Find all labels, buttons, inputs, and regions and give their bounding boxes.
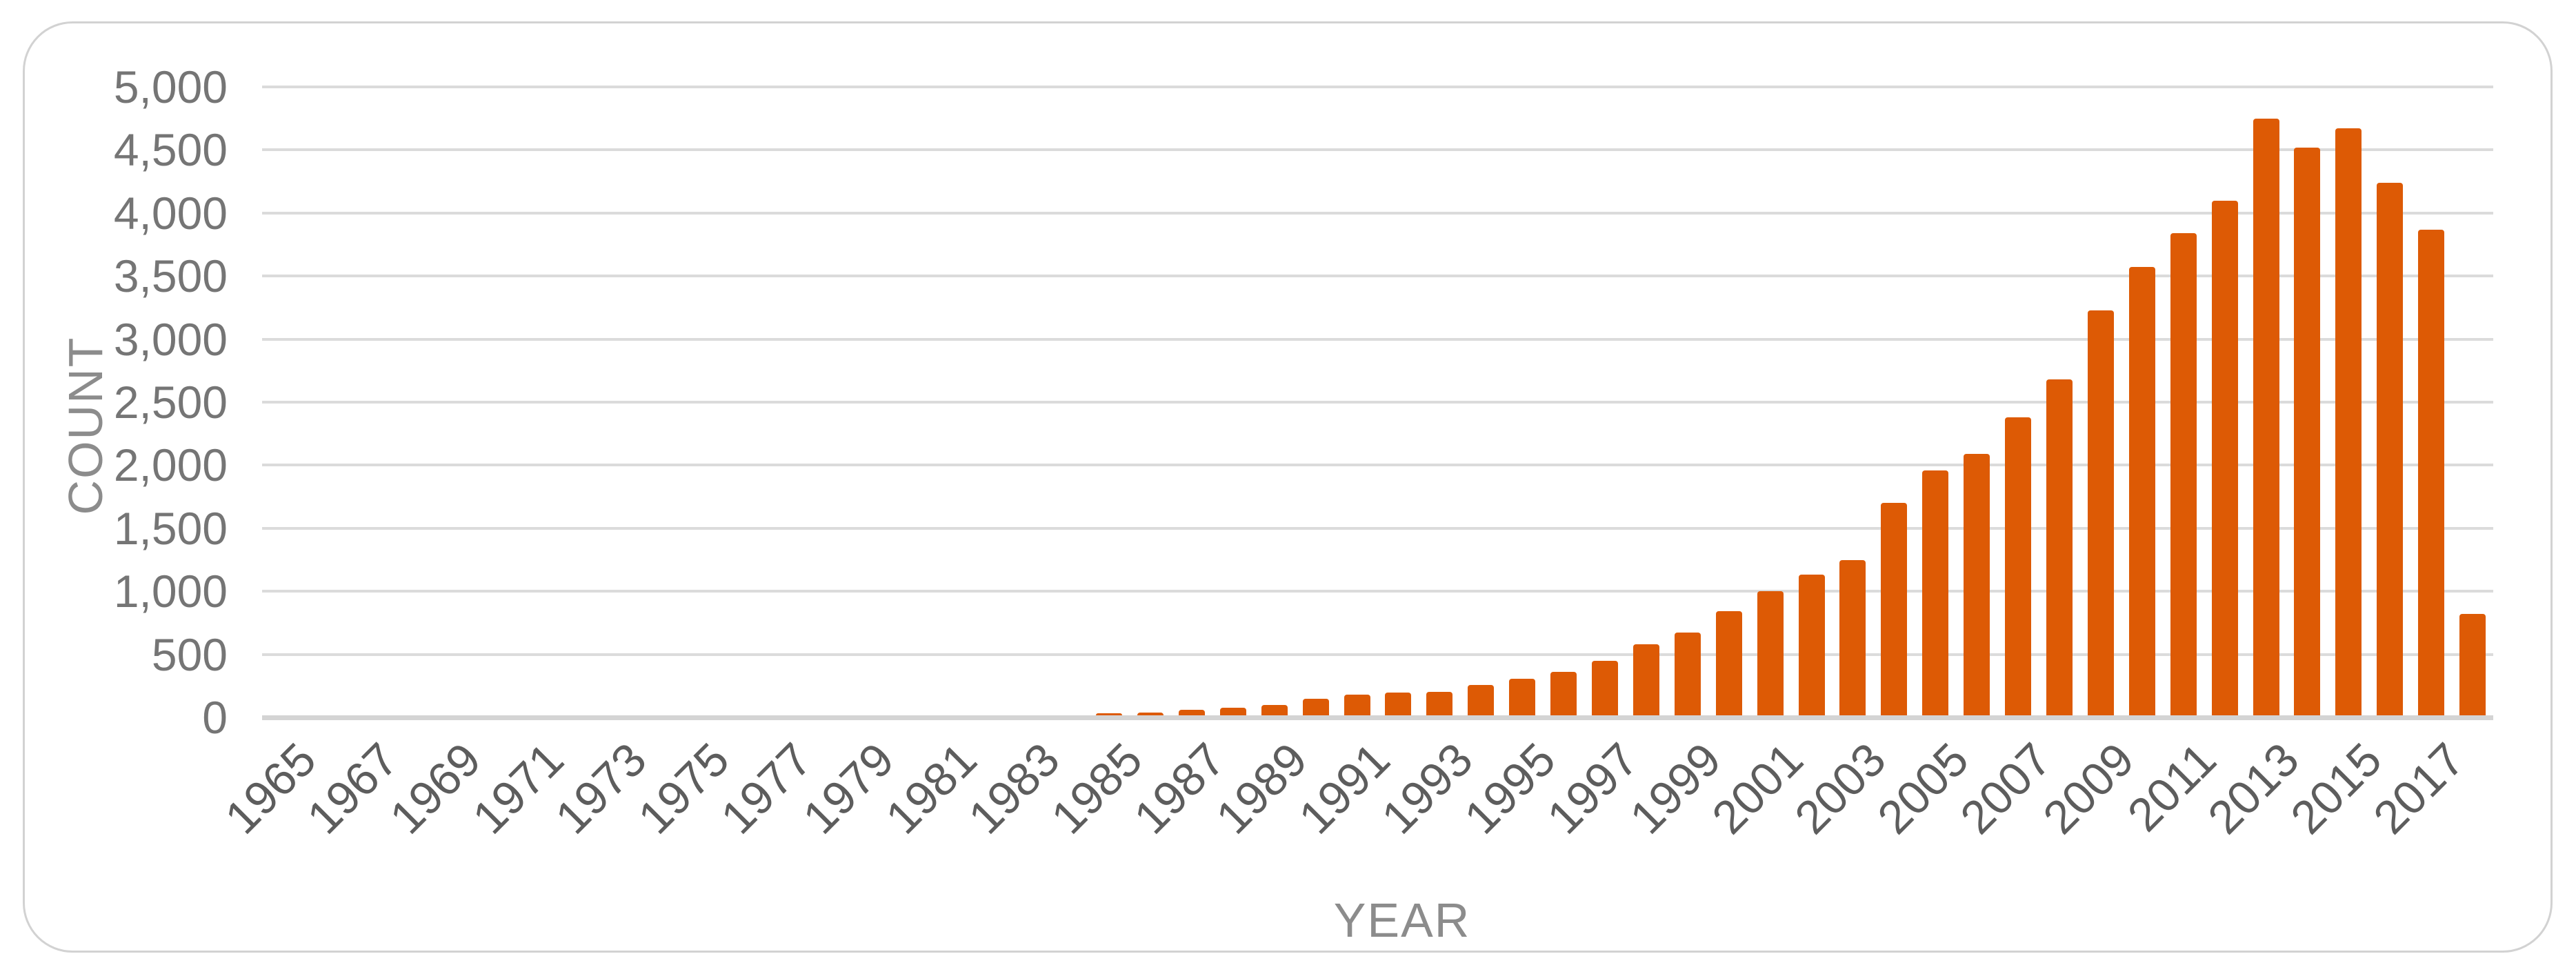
y-tick-label-2,000: 2,000	[113, 439, 228, 491]
bar-2003	[1839, 559, 1866, 715]
y-tick-label-4,500: 4,500	[113, 124, 228, 176]
gridline-2000	[262, 464, 2493, 467]
bar-2009	[2087, 310, 2114, 715]
bar-1994	[1468, 685, 1495, 715]
bar-2015	[2335, 128, 2362, 715]
y-tick-label-4,000: 4,000	[113, 187, 228, 239]
bar-1989	[1261, 704, 1288, 715]
y-tick-label-3,500: 3,500	[113, 250, 228, 302]
x-axis-line	[262, 715, 2493, 720]
y-tick-label-1,000: 1,000	[113, 566, 228, 617]
y-tick-label-5,000: 5,000	[113, 61, 228, 112]
bar-2008	[2046, 379, 2073, 715]
gridline-500	[262, 653, 2493, 656]
bar-1992	[1385, 693, 1412, 715]
y-tick-label-0: 0	[202, 692, 228, 743]
bar-2002	[1798, 575, 1825, 715]
bar-2000	[1715, 610, 1742, 715]
bar-2006	[1964, 453, 1990, 715]
bar-1993	[1426, 691, 1453, 715]
bar-2017	[2418, 229, 2445, 715]
bar-1987	[1178, 710, 1205, 715]
gridline-2500	[262, 401, 2493, 404]
bar-1996	[1550, 672, 1577, 715]
bar-2013	[2253, 118, 2279, 715]
bar-2011	[2170, 233, 2197, 715]
bar-1985	[1096, 713, 1123, 715]
gridline-4000	[262, 211, 2493, 215]
y-tick-label-1,500: 1,500	[113, 502, 228, 554]
bar-2016	[2377, 182, 2404, 715]
bar-1999	[1674, 632, 1701, 715]
gridline-3500	[262, 275, 2493, 278]
gridline-4500	[262, 148, 2493, 152]
y-tick-label-2,500: 2,500	[113, 377, 228, 428]
bar-1991	[1344, 695, 1370, 715]
gridline-1000	[262, 590, 2493, 593]
bar-2001	[1757, 591, 1784, 715]
bar-1998	[1633, 644, 1659, 715]
x-axis-title: YEAR	[1333, 893, 1471, 947]
gridline-5000	[262, 86, 2493, 88]
bar-1990	[1302, 699, 1329, 715]
bar-2004	[1881, 503, 1908, 715]
y-tick-label-500: 500	[151, 628, 228, 680]
y-tick-label-3,000: 3,000	[113, 313, 228, 365]
bar-2005	[1922, 470, 1949, 715]
bar-2018	[2459, 614, 2486, 715]
bar-2010	[2128, 267, 2155, 715]
bar-1988	[1219, 708, 1246, 715]
bar-1997	[1591, 660, 1618, 715]
gridline-3000	[262, 337, 2493, 341]
bar-2012	[2211, 200, 2238, 715]
bar-1995	[1509, 679, 1536, 715]
bar-1986	[1137, 712, 1164, 715]
bar-2014	[2294, 147, 2321, 715]
bar-2007	[2005, 417, 2032, 715]
gridline-1500	[262, 526, 2493, 530]
